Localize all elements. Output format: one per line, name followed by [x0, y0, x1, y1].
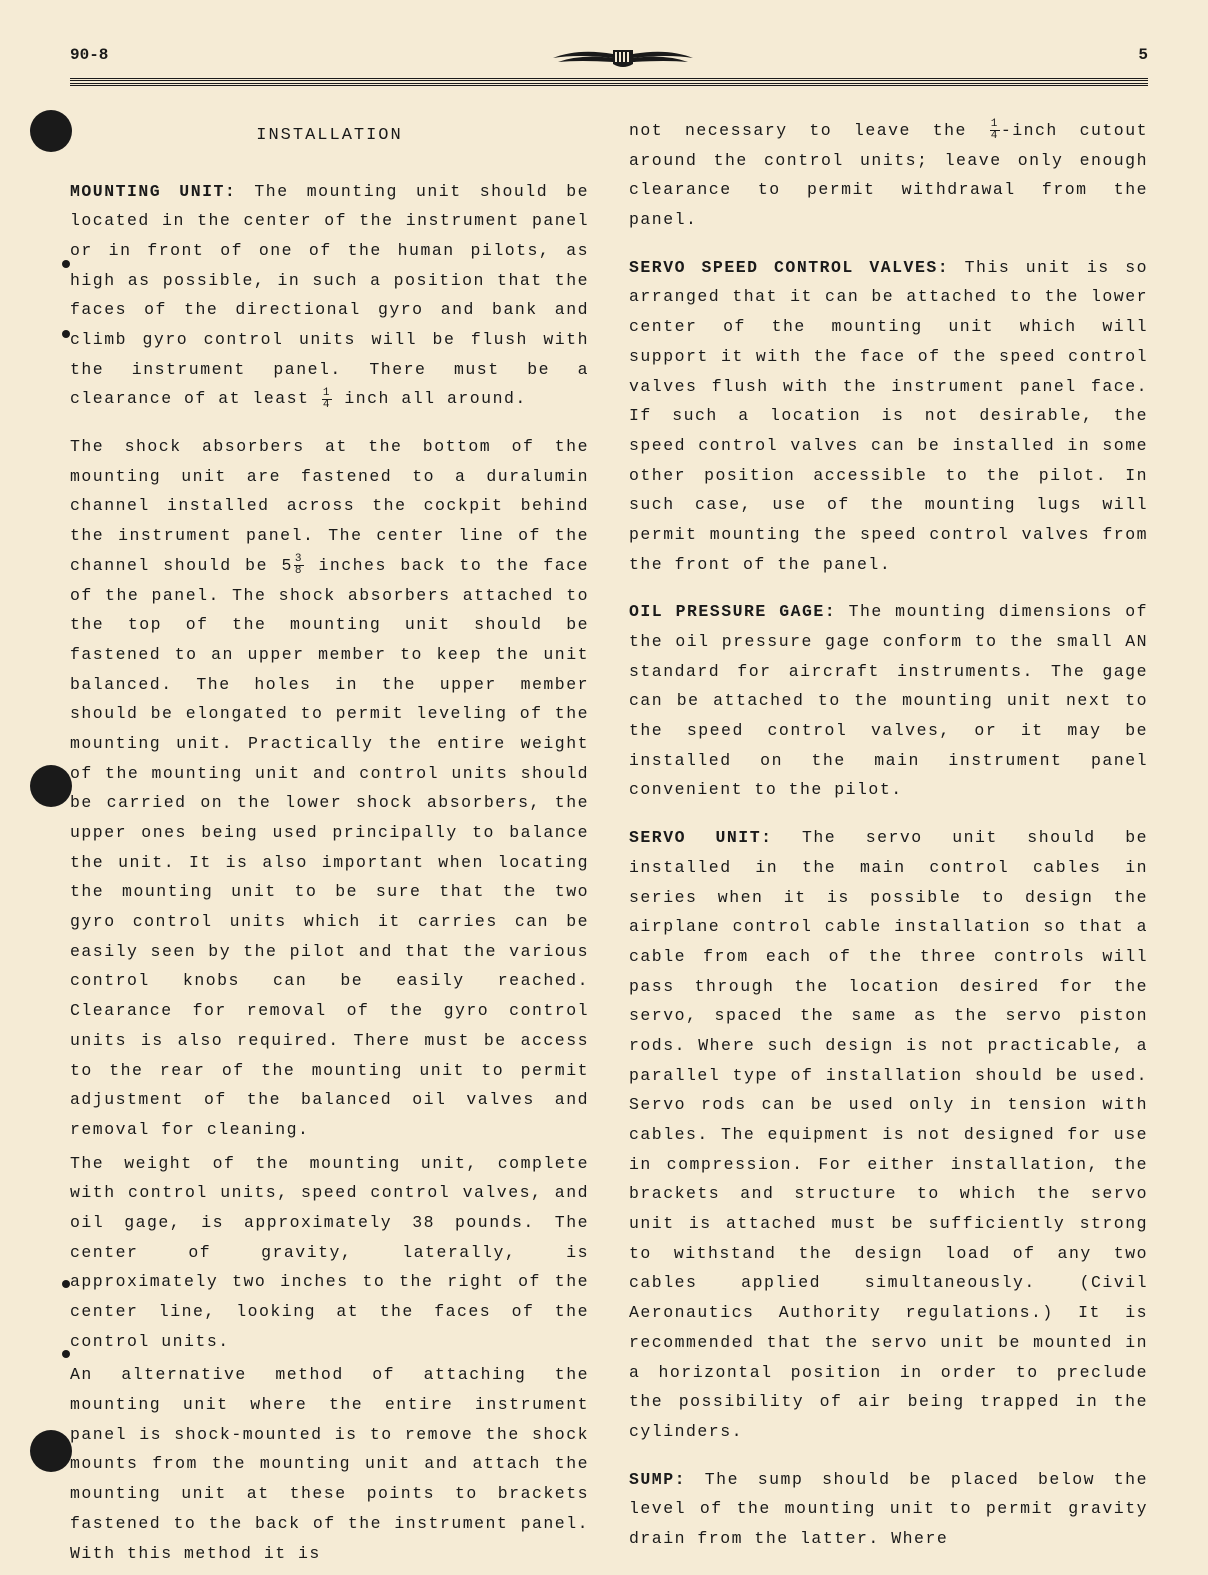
punch-hole — [30, 765, 72, 807]
label-servo-valves: SERVO SPEED CONTROL VALVES: — [629, 258, 949, 277]
paragraph-servo-valves: SERVO SPEED CONTROL VALVES: This unit is… — [629, 253, 1148, 580]
paragraph-mounting-unit: MOUNTING UNIT: The mounting unit should … — [70, 177, 589, 415]
margin-dot — [62, 260, 70, 268]
margin-dot — [62, 1350, 70, 1358]
text: The mounting unit should be located in t… — [70, 182, 589, 409]
margin-dot — [62, 330, 70, 338]
text: inch all around. — [333, 389, 527, 408]
wings-emblem-icon — [548, 40, 698, 70]
text: An alternative method of attaching the m… — [70, 1365, 589, 1562]
header-left-number: 90-8 — [70, 46, 108, 64]
text: The mounting dimensions of the oil press… — [629, 602, 1148, 799]
label-mounting-unit: MOUNTING UNIT: — [70, 182, 236, 201]
header-divider — [70, 78, 1148, 86]
paragraph-alternative: An alternative method of attaching the m… — [70, 1360, 589, 1568]
header-page-number: 5 — [1138, 46, 1148, 64]
paragraph-shock-absorbers: The shock absorbers at the bottom of the… — [70, 432, 589, 1145]
paragraph-oil-gage: OIL PRESSURE GAGE: The mounting dimensio… — [629, 597, 1148, 805]
text: The sump should be placed below the leve… — [629, 1470, 1148, 1548]
punch-hole — [30, 110, 72, 152]
text: The servo unit should be installed in th… — [629, 828, 1148, 1441]
paragraph-continuation: not necessary to leave the 14-inch cutou… — [629, 116, 1148, 235]
section-title: INSTALLATION — [70, 121, 589, 152]
label-sump: SUMP: — [629, 1470, 686, 1489]
left-column: INSTALLATION MOUNTING UNIT: The mounting… — [70, 116, 589, 1572]
label-servo-unit: SERVO UNIT: — [629, 828, 773, 847]
margin-dot — [62, 1280, 70, 1288]
text: The weight of the mounting unit, complet… — [70, 1154, 589, 1351]
paragraph-sump: SUMP: The sump should be placed below th… — [629, 1465, 1148, 1554]
paragraph-servo-unit: SERVO UNIT: The servo unit should be ins… — [629, 823, 1148, 1446]
punch-hole — [30, 1430, 72, 1472]
fraction: 38 — [294, 554, 304, 577]
fraction: 14 — [990, 119, 1000, 142]
text: not necessary to leave the — [629, 121, 989, 140]
body-content: INSTALLATION MOUNTING UNIT: The mounting… — [70, 116, 1148, 1572]
label-oil-gage: OIL PRESSURE GAGE: — [629, 602, 836, 621]
page-header: 90-8 5 — [70, 40, 1148, 70]
text: This unit is so arranged that it can be … — [629, 258, 1148, 574]
text: The shock absorbers at the bottom of the… — [70, 437, 589, 575]
right-column: not necessary to leave the 14-inch cutou… — [629, 116, 1148, 1572]
fraction: 14 — [322, 388, 332, 411]
paragraph-weight: The weight of the mounting unit, complet… — [70, 1149, 589, 1357]
text: inches back to the face of the panel. Th… — [70, 556, 589, 1139]
